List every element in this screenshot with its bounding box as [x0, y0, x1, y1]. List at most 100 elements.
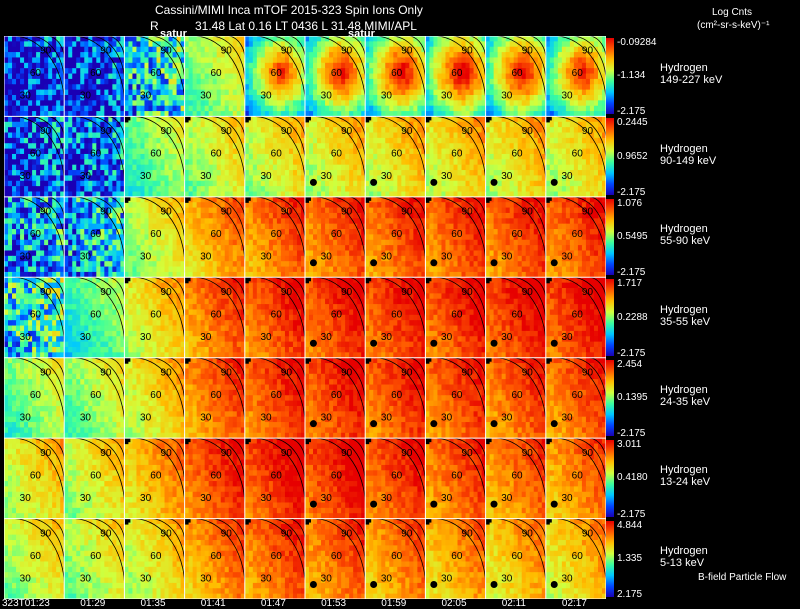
heatmap-grid: 90 60 30 90 60 30 90 60 30 90 60 30 90 60 30 90 60 30 90 60… [4, 36, 606, 599]
species-label: Hydrogen 5-13 keV [660, 545, 708, 569]
colorbar-max-value: 1.076 [617, 197, 643, 209]
contour-label: 90 [281, 126, 293, 137]
crosshair-marker [244, 357, 251, 364]
heatmap-cell: 90 60 30 [64, 357, 125, 439]
contour-label: 90 [221, 367, 233, 378]
crosshair-marker [244, 196, 251, 203]
contour-label: 30 [200, 171, 212, 182]
heatmap-cell: 90 60 30 [184, 357, 245, 439]
heatmap-cell: 90 60 30 [124, 116, 185, 197]
colorbar-mid-value: 0.2288 [617, 311, 648, 323]
heatmap-cell: 90 60 30 [545, 277, 606, 358]
saturn-marker [490, 581, 498, 589]
contour-label: 90 [462, 448, 474, 459]
species-label: Hydrogen 35-55 keV [660, 304, 710, 328]
contour-label: 60 [271, 68, 283, 79]
species-name: Hydrogen [660, 223, 708, 236]
contour-label: 60 [451, 149, 463, 160]
heatmap-cell: 90 60 30 [244, 196, 306, 278]
heatmap-cell: 90 60 30 [124, 438, 185, 519]
contour-label: 60 [90, 390, 102, 401]
crosshair-marker [485, 116, 492, 123]
saturn-marker [550, 420, 558, 428]
contour-label: 30 [321, 493, 333, 504]
energy-range: 35-55 keV [660, 315, 711, 328]
contour-label: 60 [511, 229, 523, 240]
contour-label: 60 [30, 68, 42, 79]
contour-label: 90 [221, 528, 233, 539]
contour-label: 90 [100, 528, 112, 539]
saturn-marker [430, 500, 438, 508]
contour-label: 60 [30, 470, 42, 481]
contour-label: 60 [150, 390, 162, 401]
contour-label: 60 [90, 229, 102, 240]
contour-label: 60 [331, 229, 343, 240]
crosshair-marker [244, 438, 251, 445]
contour-label: 30 [441, 493, 453, 504]
crosshair-marker [425, 438, 432, 445]
crosshair-marker [425, 277, 432, 284]
contour-label: 60 [210, 470, 222, 481]
contour-label: 90 [401, 207, 413, 218]
colorbar-min-value: -2.175 [617, 428, 646, 440]
time-tick-label: 02:17 [561, 598, 587, 609]
contour-label: 90 [522, 448, 534, 459]
contour-label: 60 [391, 390, 403, 401]
contour-label: 60 [572, 551, 584, 562]
contour-label: 30 [80, 252, 92, 263]
saturn-marker [430, 339, 438, 347]
contour-label: 60 [451, 390, 463, 401]
species-label: Hydrogen 13-24 keV [660, 464, 710, 488]
contour-label: 90 [401, 367, 413, 378]
crosshair-marker [124, 438, 131, 445]
contour-label: 30 [80, 171, 92, 182]
heatmap-cell: 90 60 30 [4, 357, 65, 439]
contour-label: 30 [140, 573, 152, 584]
contour-label: 30 [140, 332, 152, 343]
heatmap-cell: 90 60 30 [64, 438, 125, 519]
contour-label: 30 [200, 252, 212, 263]
heatmap-cell: 90 60 30 [485, 357, 546, 439]
contour-label: 60 [331, 68, 343, 79]
crosshair-marker [545, 438, 552, 445]
contour-label: 90 [462, 287, 474, 298]
crosshair-marker [365, 277, 372, 284]
contour-label: 60 [451, 229, 463, 240]
contour-label: 90 [221, 126, 233, 137]
contour-label: 90 [161, 287, 173, 298]
time-tick-label: 01:53 [321, 598, 347, 609]
time-tick-label: 01:41 [200, 598, 226, 609]
contour-label: 90 [161, 126, 173, 137]
contour-label: 30 [260, 573, 272, 584]
heatmap-cell: 90 60 30 [365, 36, 426, 117]
contour-label: 90 [341, 448, 353, 459]
contour-label: 30 [441, 573, 453, 584]
saturn-marker [490, 259, 498, 267]
contour-label: 60 [511, 390, 523, 401]
heatmap-cell: 90 60 30 [425, 116, 486, 197]
crosshair-marker [124, 277, 131, 284]
contour-label: 30 [20, 493, 32, 504]
heatmap-cell: 90 60 30 [365, 196, 426, 278]
contour-label: 90 [281, 367, 293, 378]
time-tick-label: 323T01:23 [2, 598, 50, 609]
heatmap-cell: 90 60 30 [4, 277, 65, 358]
crosshair-marker [244, 116, 251, 123]
contour-label: 30 [140, 412, 152, 423]
contour-label: 90 [462, 207, 474, 218]
contour-label: 30 [260, 332, 272, 343]
contour-label: 30 [140, 493, 152, 504]
contour-label: 30 [20, 91, 32, 102]
colorbar-mid-value: 0.5495 [617, 231, 648, 243]
crosshair-marker [365, 518, 372, 525]
crosshair-marker [425, 116, 432, 123]
heatmap-cell: 90 60 30 [124, 196, 185, 278]
heatmap-cell: 90 60 30 [184, 438, 245, 519]
contour-label: 30 [260, 252, 272, 263]
energy-range: 5-13 keV [660, 556, 705, 569]
heatmap-cell: 90 60 30 [305, 277, 366, 358]
contour-label: 90 [582, 448, 594, 459]
contour-label: 30 [20, 412, 32, 423]
heatmap-cell: 90 60 30 [305, 196, 366, 278]
contour-label: 90 [582, 367, 594, 378]
